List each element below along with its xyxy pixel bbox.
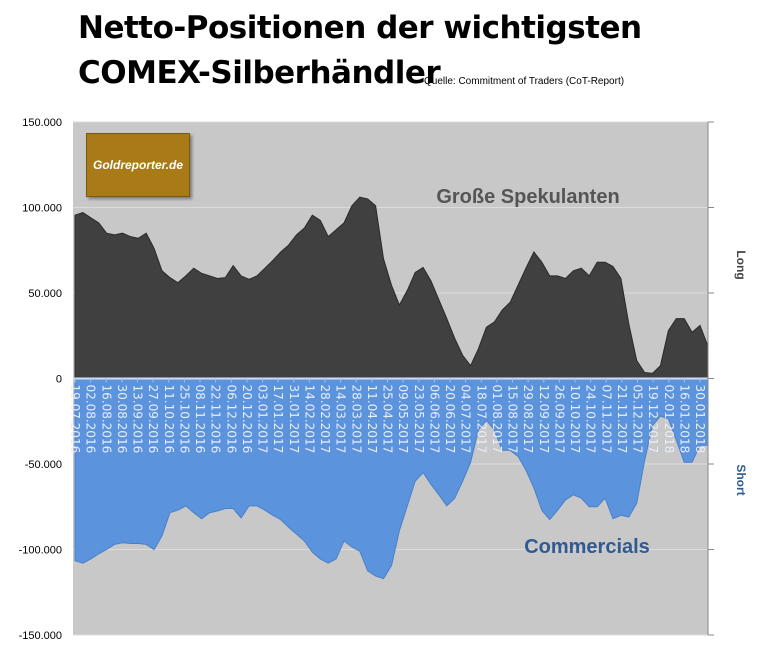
x-tick-label: 08.11.2016 bbox=[193, 385, 207, 454]
x-tick-label: 02.08.2016 bbox=[84, 385, 98, 454]
long-label: Long bbox=[734, 250, 748, 279]
x-tick-label: 25.10.2016 bbox=[177, 385, 191, 454]
x-tick-label: 22.11.2016 bbox=[209, 385, 223, 454]
y-tick-label: 100.000 bbox=[22, 203, 62, 215]
x-tick-label: 20.06.2017 bbox=[443, 385, 457, 454]
x-tick-label: 19.07.2016 bbox=[68, 385, 82, 454]
x-tick-label: 21.11.2017 bbox=[615, 385, 629, 454]
chart-title-line2: COMEX-Silberhändler bbox=[78, 55, 441, 91]
x-tick-label: 19.12.2017 bbox=[646, 385, 660, 454]
x-tick-label: 15.08.2017 bbox=[506, 385, 520, 454]
y-tick-label: -150.000 bbox=[19, 630, 62, 642]
x-tick-label: 04.07.2017 bbox=[459, 385, 473, 454]
series-area-speculators bbox=[74, 196, 709, 379]
x-tick-label: 18.07.2017 bbox=[474, 385, 488, 454]
x-tick-label: 02.01.2018 bbox=[662, 385, 676, 454]
x-tick-label: 31.01.2017 bbox=[287, 385, 301, 454]
x-tick-label: 26.09.2017 bbox=[552, 385, 566, 454]
x-tick-label: 06.06.2017 bbox=[427, 385, 441, 454]
y-tick-label: -50.000 bbox=[25, 459, 62, 471]
y-tick-label: -100.000 bbox=[19, 545, 62, 557]
x-tick-label: 23.05.2017 bbox=[412, 385, 426, 454]
x-tick-label: 16.01.2018 bbox=[677, 385, 691, 454]
y-tick-label: 150.000 bbox=[22, 117, 62, 129]
x-tick-label: 12.09.2017 bbox=[537, 385, 551, 454]
annotation-speculators: Große Spekulanten bbox=[436, 186, 619, 208]
x-tick-label: 14.03.2017 bbox=[334, 385, 348, 454]
y-tick-label: 50.000 bbox=[28, 288, 62, 300]
source-note: Quelle: Commitment of Traders (CoT-Repor… bbox=[424, 76, 625, 87]
x-tick-label: 09.05.2017 bbox=[396, 385, 410, 454]
x-tick-label: 20.12.2016 bbox=[240, 385, 254, 454]
x-tick-label: 07.11.2017 bbox=[599, 385, 613, 454]
x-tick-label: 16.08.2016 bbox=[99, 385, 113, 454]
x-tick-label: 24.10.2017 bbox=[584, 385, 598, 454]
y-tick-label: 0 bbox=[56, 374, 62, 386]
x-tick-label: 03.01.2017 bbox=[256, 385, 270, 454]
short-label: Short bbox=[734, 464, 748, 495]
x-tick-label: 30.01.2018 bbox=[693, 385, 707, 454]
x-tick-label: 28.02.2017 bbox=[318, 385, 332, 454]
chart-title-line1: Netto-Positionen der wichtigsten bbox=[78, 10, 642, 46]
series-area-commercials bbox=[74, 378, 709, 580]
x-tick-label: 17.01.2017 bbox=[271, 385, 285, 454]
x-tick-label: 25.04.2017 bbox=[381, 385, 395, 454]
x-tick-label: 11.04.2017 bbox=[365, 385, 379, 454]
goldreporter-logo: Goldreporter.de bbox=[86, 133, 190, 197]
x-tick-label: 13.09.2016 bbox=[131, 385, 145, 454]
x-tick-label: 14.02.2017 bbox=[302, 385, 316, 454]
x-tick-label: 06.12.2016 bbox=[224, 385, 238, 454]
x-tick-label: 11.10.2016 bbox=[162, 385, 176, 454]
annotation-commercials: Commercials bbox=[524, 536, 650, 558]
x-tick-label: 27.09.2016 bbox=[146, 385, 160, 454]
x-tick-label: 01.08.2017 bbox=[490, 385, 504, 454]
x-tick-label: 29.08.2017 bbox=[521, 385, 535, 454]
x-tick-label: 28.03.2017 bbox=[349, 385, 363, 454]
x-tick-label: 30.08.2016 bbox=[115, 385, 129, 454]
x-tick-label: 05.12.2017 bbox=[631, 385, 645, 454]
x-tick-label: 10.10.2017 bbox=[568, 385, 582, 454]
